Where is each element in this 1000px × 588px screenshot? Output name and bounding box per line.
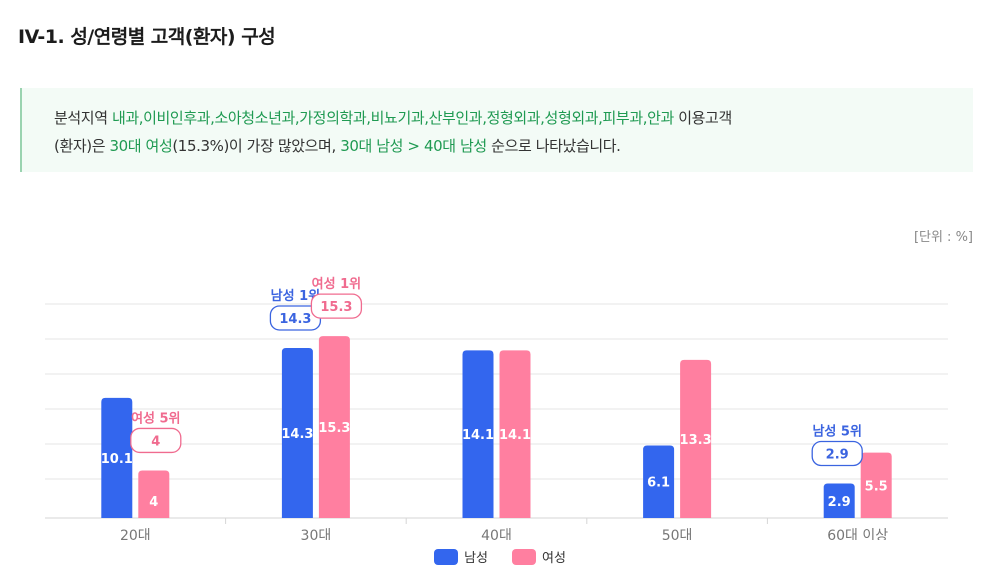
- bar-chart: 20대 10.1 4 30대 14.3 15.3 40대 14.1 14.1 50대 6.1 13.3…: [45, 276, 948, 540]
- data-label-male: 14.1: [462, 428, 494, 443]
- summary-departments: 내과,이비인후과,소아청소년과,가정의학과,비뇨기과,산부인과,정형외과,성형외…: [111, 109, 674, 127]
- x-tick-label: 40대: [481, 528, 512, 540]
- bar-male: [462, 350, 494, 518]
- rank-label: 남성 5위: [812, 424, 861, 440]
- data-label-male: 10.1: [101, 452, 133, 467]
- rank-badge: [310, 293, 363, 319]
- summary-text-3: (환자)은: [54, 137, 110, 155]
- unit-label: [단위 : %]: [913, 230, 973, 245]
- data-label-female: 5.5: [865, 479, 888, 494]
- bar-male: [643, 445, 675, 518]
- data-label-female: 14.1: [499, 428, 531, 443]
- bar-male: [823, 483, 855, 518]
- summary-box: 분석지역 내과,이비인후과,소아청소년과,가정의학과,비뇨기과,산부인과,정형외…: [20, 88, 973, 172]
- page-title: IV-1. 성/연령별 고객(환자) 구성: [18, 26, 276, 48]
- legend-item-male: 남성: [434, 547, 488, 566]
- summary-text-2: 이용고객: [673, 109, 732, 127]
- bar-female: [138, 470, 170, 518]
- legend-label-male: 남성: [464, 551, 488, 566]
- rank-label: 남성 1위: [271, 288, 320, 304]
- x-tick-label: 20대: [120, 528, 151, 540]
- data-label-male: 2.9: [828, 495, 851, 510]
- rank-badge-value: 2.9: [826, 448, 849, 463]
- summary-text-1: 분석지역: [54, 109, 112, 127]
- bar-female: [680, 359, 712, 518]
- data-label-male: 6.1: [647, 476, 670, 491]
- bar-female: [860, 452, 892, 518]
- data-label-female: 4: [149, 495, 158, 510]
- bar-male: [281, 347, 313, 518]
- summary-ranking: 30대 남성 > 40대 남성: [340, 137, 487, 155]
- rank-badge: [811, 440, 863, 467]
- legend: 남성 여성: [0, 547, 1000, 566]
- summary-text-5: 순으로 나타났습니다.: [486, 137, 621, 155]
- rank-badge: [130, 427, 182, 454]
- summary-top-group: 30대 여성: [109, 137, 173, 155]
- bar-female: [318, 336, 350, 518]
- summary-text-4: 이 가장 많았으며,: [228, 137, 341, 155]
- rank-label: 여성 5위: [131, 410, 180, 426]
- legend-label-female: 여성: [542, 551, 566, 566]
- bar-female: [499, 350, 531, 518]
- rank-badge-value: 14.3: [279, 312, 311, 327]
- rank-label: 여성 1위: [312, 276, 361, 292]
- summary-top-value: (15.3%): [172, 137, 229, 155]
- rank-badge-value: 15.3: [320, 300, 352, 315]
- x-tick-label: 50대: [662, 528, 693, 540]
- legend-swatch-male: [434, 548, 459, 565]
- data-label-female: 15.3: [318, 421, 350, 436]
- x-tick-label: 60대 이상: [827, 528, 888, 540]
- legend-swatch-female: [512, 548, 536, 565]
- rank-badge-value: 4: [151, 434, 160, 449]
- data-label-female: 13.3: [680, 433, 712, 448]
- x-tick-label: 30대: [301, 528, 332, 540]
- bar-male: [101, 397, 133, 518]
- data-label-male: 14.3: [281, 427, 313, 442]
- legend-item-female: 여성: [512, 547, 566, 566]
